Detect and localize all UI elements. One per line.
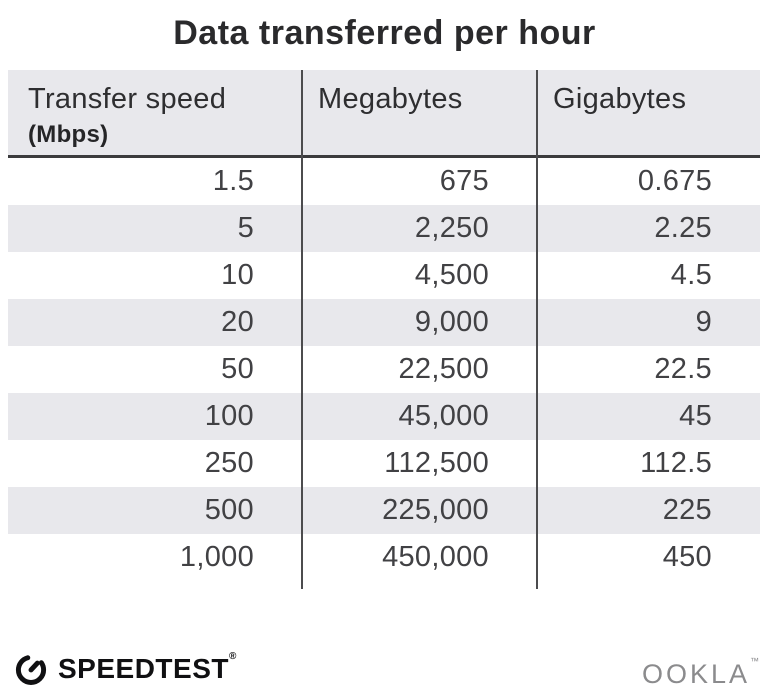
data-table: Transfer speed (Mbps) Megabytes Gigabyte… (8, 70, 760, 589)
cell-speed: 100 (204, 400, 254, 432)
cell-gigabytes: 45 (679, 400, 712, 432)
cell-megabytes: 675 (439, 165, 489, 197)
table-row: 500 225,000 225 (8, 487, 760, 534)
speedtest-gauge-icon (13, 651, 49, 687)
cell-megabytes: 22,500 (398, 353, 489, 385)
column-divider-1 (301, 70, 303, 589)
header-label-transfer-speed: Transfer speed (28, 83, 227, 115)
cell-speed: 250 (204, 447, 254, 479)
speedtest-trademark: ® (228, 651, 237, 662)
cell-megabytes: 9,000 (414, 306, 489, 338)
cell-megabytes: 2,250 (414, 212, 489, 244)
table-body: 1.5 675 0.675 5 2,250 2.25 10 4,500 4.5 … (8, 158, 760, 581)
column-divider-2 (536, 70, 538, 589)
cell-speed: 5 (237, 212, 254, 244)
speedtest-wordmark: SPEEDTEST® (58, 651, 237, 684)
table-row: 50 22,500 22.5 (8, 346, 760, 393)
header-cell-gigabytes: Gigabytes (537, 70, 760, 155)
table-row: 1.5 675 0.675 (8, 158, 760, 205)
ookla-trademark: ™ (750, 656, 759, 666)
cell-speed: 1,000 (179, 541, 254, 573)
header-label-megabytes: Megabytes (318, 83, 463, 115)
table-row: 20 9,000 9 (8, 299, 760, 346)
table-row: 5 2,250 2.25 (8, 205, 760, 252)
cell-speed: 1.5 (212, 165, 254, 197)
table-header-row: Transfer speed (Mbps) Megabytes Gigabyte… (8, 70, 760, 158)
table-row: 250 112,500 112.5 (8, 440, 760, 487)
page-title: Data transferred per hour (173, 14, 596, 52)
cell-speed: 500 (204, 494, 254, 526)
ookla-logo: OOKLA™ (641, 656, 759, 690)
cell-gigabytes: 112.5 (640, 447, 712, 479)
ookla-wordmark: OOKLA (641, 659, 750, 689)
cell-gigabytes: 4.5 (670, 259, 712, 291)
cell-gigabytes: 225 (662, 494, 712, 526)
header-unit-mbps: (Mbps) (28, 121, 109, 148)
cell-megabytes: 112,500 (384, 447, 489, 479)
cell-gigabytes: 9 (695, 306, 712, 338)
cell-megabytes: 4,500 (414, 259, 489, 291)
cell-megabytes: 450,000 (382, 541, 489, 573)
cell-gigabytes: 2.25 (654, 212, 712, 244)
cell-speed: 50 (221, 353, 254, 385)
cell-speed: 10 (221, 259, 254, 291)
cell-megabytes: 225,000 (382, 494, 489, 526)
header-cell-megabytes: Megabytes (302, 70, 537, 155)
cell-gigabytes: 0.675 (637, 165, 712, 197)
speedtest-logo: SPEEDTEST® (13, 651, 237, 687)
table-row: 1,000 450,000 450 (8, 534, 760, 581)
cell-speed: 20 (221, 306, 254, 338)
header-cell-transfer-speed: Transfer speed (Mbps) (8, 70, 302, 155)
table-row: 100 45,000 45 (8, 393, 760, 440)
cell-gigabytes: 450 (662, 541, 712, 573)
cell-megabytes: 45,000 (398, 400, 489, 432)
header-label-gigabytes: Gigabytes (553, 83, 687, 115)
cell-gigabytes: 22.5 (654, 353, 712, 385)
table-row: 10 4,500 4.5 (8, 252, 760, 299)
